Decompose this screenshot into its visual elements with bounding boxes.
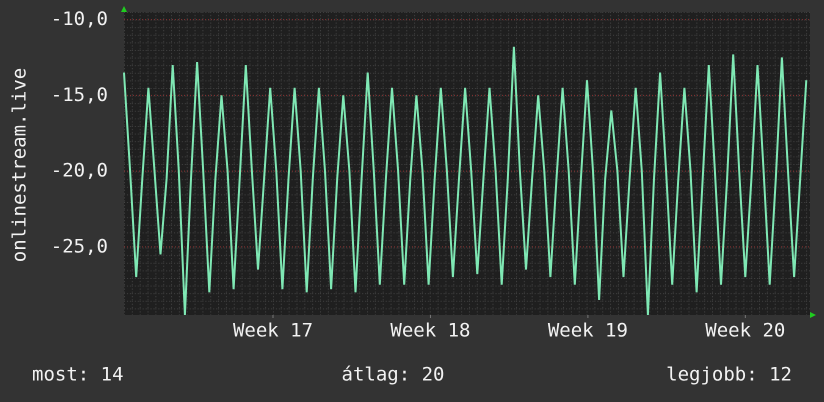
y-tick-label: -20,0: [51, 160, 108, 182]
x-tick-label: Week 18: [390, 320, 470, 342]
footer-best: legjobb: 12: [666, 364, 792, 386]
axis-arrow: [810, 312, 816, 318]
y-tick-label: -25,0: [51, 235, 108, 257]
x-tick-label: Week 17: [233, 320, 313, 342]
x-tick-label: Week 20: [705, 320, 785, 342]
x-tick-label: Week 19: [548, 320, 628, 342]
footer-current: most: 14: [32, 364, 124, 386]
axis-arrow: [121, 6, 127, 12]
y-tick-label: -15,0: [51, 84, 108, 106]
y-tick-label: -10,0: [51, 8, 108, 30]
footer-average: átlag: 20: [342, 364, 445, 386]
y-axis-label: onlinestream.live: [9, 68, 31, 262]
data-line: [123, 46, 808, 316]
